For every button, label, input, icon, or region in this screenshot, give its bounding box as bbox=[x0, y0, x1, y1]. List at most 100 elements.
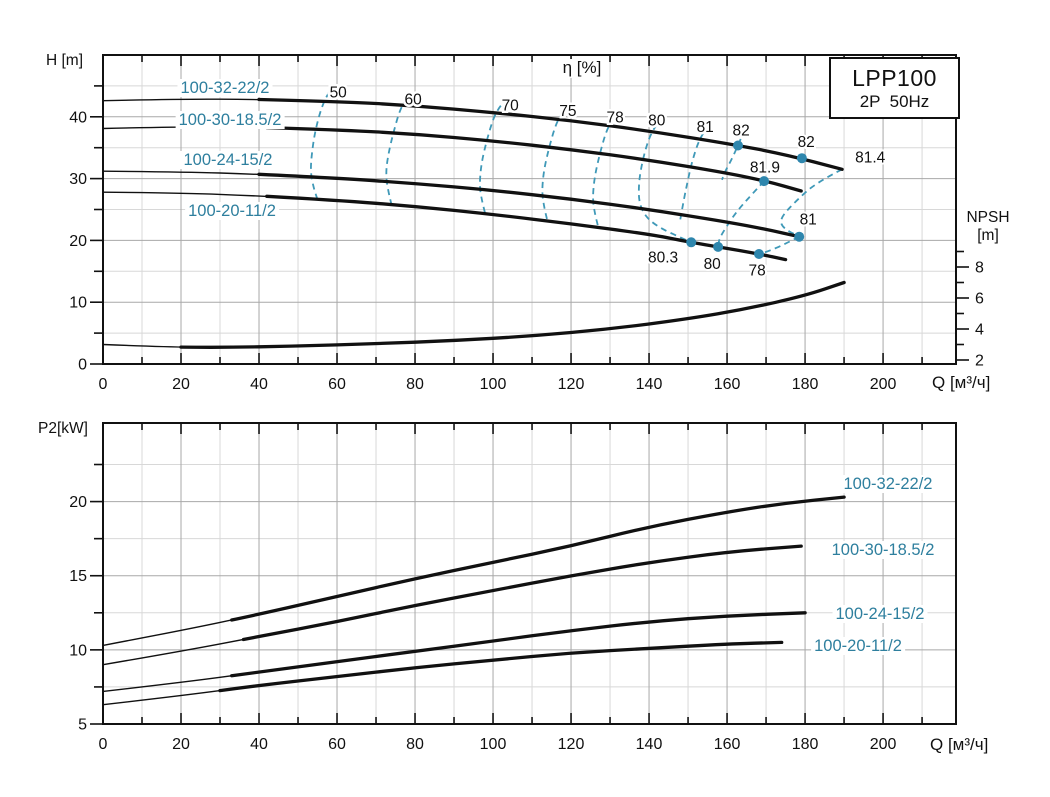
eta-contour-70 bbox=[479, 105, 502, 215]
p2q-chart: 0 20 40 60 80 100 120 140 160 180 200 5 10 15 20 bbox=[69, 422, 957, 753]
curve-label-100-30-18-5-2-hq: 100-30-18.5/2 bbox=[175, 111, 285, 130]
curve-thin-NPSH bbox=[102, 281, 845, 349]
eta-contour-closing bbox=[721, 138, 742, 181]
svg-text:81.9: 81.9 bbox=[750, 159, 780, 176]
eta-contour-closing bbox=[758, 235, 800, 255]
curve-label-100-24-15-2-hq: 100-24-15/2 bbox=[180, 151, 276, 170]
svg-text:81: 81 bbox=[697, 119, 714, 136]
duty-point-dot bbox=[686, 237, 697, 248]
svg-text:180: 180 bbox=[792, 736, 819, 753]
pump-model-title: LPP100 bbox=[852, 64, 937, 91]
curve-label-100-20-11-2-p2: 100-20-11/2 bbox=[811, 637, 905, 656]
svg-text:200: 200 bbox=[870, 376, 897, 393]
curve-label-100-20-11-2-hq: 100-20-11/2 bbox=[185, 202, 279, 221]
svg-text:15: 15 bbox=[69, 568, 87, 585]
axis-ticks bbox=[90, 423, 923, 725]
curve-100-30-18.5/2 bbox=[241, 544, 803, 642]
svg-text:40: 40 bbox=[250, 736, 268, 753]
duty-point-dot bbox=[794, 231, 805, 242]
curve-label-100-30-18-5-2-p2: 100-30-18.5/2 bbox=[828, 541, 938, 560]
svg-text:0: 0 bbox=[99, 376, 108, 393]
svg-text:80: 80 bbox=[648, 112, 666, 129]
npsh-axis-label: NPSH [m] bbox=[956, 209, 1020, 245]
eta-contour-closing bbox=[717, 180, 765, 248]
q-axis-label-top: Q [м³/ч] bbox=[932, 373, 991, 392]
svg-text:20: 20 bbox=[69, 494, 87, 511]
gridlines bbox=[103, 55, 956, 364]
eta-contour-80 bbox=[637, 124, 692, 244]
svg-text:60: 60 bbox=[404, 91, 422, 108]
svg-text:120: 120 bbox=[558, 736, 585, 753]
curve-100-20-11/2 bbox=[218, 640, 784, 693]
duty-point-dot bbox=[754, 249, 764, 259]
svg-text:80: 80 bbox=[704, 256, 722, 273]
eta-contour-78 bbox=[592, 117, 615, 228]
svg-text:20: 20 bbox=[172, 376, 190, 393]
curve-100-24-15/2 bbox=[230, 611, 807, 678]
svg-text:80.3: 80.3 bbox=[648, 250, 678, 267]
svg-text:200: 200 bbox=[870, 736, 897, 753]
svg-text:30: 30 bbox=[69, 171, 87, 188]
svg-text:60: 60 bbox=[328, 376, 346, 393]
curve-label-100-24-15-2-p2: 100-24-15/2 bbox=[832, 605, 928, 624]
eta-contour-75 bbox=[541, 111, 564, 223]
svg-text:120: 120 bbox=[558, 376, 585, 393]
svg-text:0: 0 bbox=[78, 357, 87, 374]
curve-NPSH bbox=[179, 280, 846, 349]
npsh-axis-label-name: NPSH bbox=[966, 209, 1010, 226]
hq-chart: 0 20 40 60 80 100 120 140 160 180 200 0 10 20 30 40 2 4 6 8… bbox=[69, 54, 984, 393]
npsh-axis: 2 4 6 8 bbox=[956, 250, 984, 370]
plot-border bbox=[102, 422, 957, 725]
svg-text:5: 5 bbox=[78, 717, 87, 734]
pump-spec-subtitle: 2P 50Hz bbox=[859, 91, 930, 111]
curve-100-30-18.5/2 bbox=[265, 125, 803, 193]
eta-contour-81 bbox=[679, 132, 705, 221]
svg-text:75: 75 bbox=[559, 103, 576, 120]
eta-contour-50 bbox=[310, 91, 330, 200]
svg-text:140: 140 bbox=[636, 736, 663, 753]
pump-curves bbox=[102, 495, 846, 706]
curve-label-100-32-22-2-p2: 100-32-22/2 bbox=[840, 475, 936, 494]
svg-text:82: 82 bbox=[798, 134, 815, 151]
curve-thin-100-20-11/2 bbox=[102, 641, 782, 706]
svg-text:40: 40 bbox=[250, 376, 268, 393]
svg-text:81: 81 bbox=[800, 211, 817, 228]
svg-text:78: 78 bbox=[606, 109, 623, 126]
duty-point-dot bbox=[733, 140, 743, 151]
tick-labels: 0 20 40 60 80 100 120 140 160 180 200 0 10 20 30 40 bbox=[69, 109, 896, 393]
svg-text:70: 70 bbox=[502, 98, 520, 115]
svg-text:8: 8 bbox=[975, 260, 984, 277]
svg-text:80: 80 bbox=[406, 736, 424, 753]
svg-text:20: 20 bbox=[69, 233, 87, 250]
gridlines bbox=[103, 423, 956, 724]
svg-text:10: 10 bbox=[69, 642, 87, 659]
curve-100-32-22/2 bbox=[230, 495, 846, 622]
svg-text:180: 180 bbox=[792, 376, 819, 393]
svg-text:4: 4 bbox=[975, 322, 984, 339]
npsh-axis-label-unit: [m] bbox=[977, 227, 999, 244]
svg-text:2: 2 bbox=[975, 353, 984, 370]
svg-text:100: 100 bbox=[480, 736, 507, 753]
duty-points: 82 82 81.9 81 80.3 80 78 bbox=[646, 120, 819, 281]
svg-text:50: 50 bbox=[330, 85, 348, 102]
svg-text:140: 140 bbox=[636, 376, 663, 393]
h-axis-label: H [m] bbox=[46, 52, 84, 69]
duty-point-dot bbox=[713, 241, 724, 252]
eta-contour-closing bbox=[780, 168, 843, 238]
curve-100-20-11/2 bbox=[265, 194, 788, 262]
eta-contour-60 bbox=[385, 97, 408, 206]
eta-labels: 50 60 70 75 78 80 81 bbox=[327, 82, 716, 139]
p2-axis-label: P2[kW] bbox=[38, 420, 88, 437]
svg-text:82: 82 bbox=[732, 122, 749, 139]
curve-label-100-32-22-2-hq: 100-32-22/2 bbox=[177, 79, 273, 98]
eta-axis-label: η [%] bbox=[558, 58, 606, 78]
curve-thin-100-32-22/2 bbox=[102, 496, 845, 647]
svg-text:10: 10 bbox=[69, 295, 87, 312]
svg-text:60: 60 bbox=[328, 736, 346, 753]
svg-text:80: 80 bbox=[406, 376, 424, 393]
q-axis-label-bottom: Q [м³/ч] bbox=[930, 735, 989, 754]
svg-text:78: 78 bbox=[748, 263, 765, 280]
title-box: LPP100 2P 50Hz bbox=[829, 57, 960, 119]
svg-text:160: 160 bbox=[714, 736, 741, 753]
